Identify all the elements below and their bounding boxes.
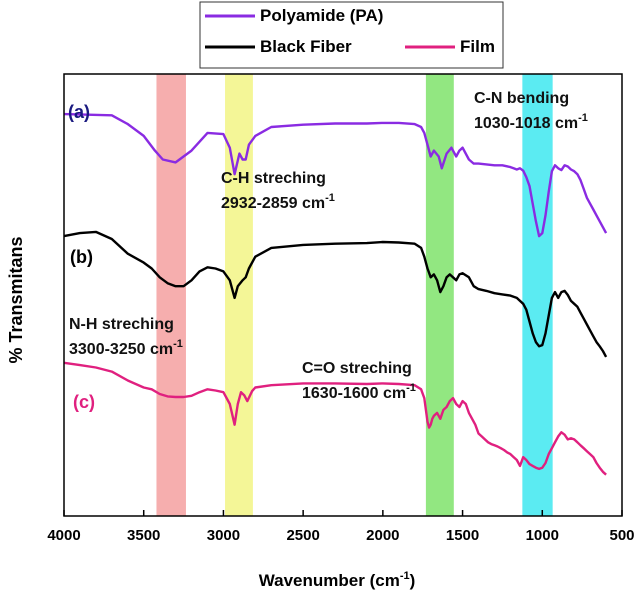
legend-label: Black Fiber: [260, 37, 352, 56]
legend-item-polyamide-pa: Polyamide (PA): [205, 6, 383, 25]
series-line-film: [63, 361, 607, 476]
curve-label-black-fiber: (b): [70, 247, 93, 267]
annotation-range-value: 1030-1018 cm: [474, 115, 578, 132]
curve-label-polyamide-pa: (a): [68, 102, 90, 122]
x-tick-label-1000: 1000: [526, 527, 559, 544]
x-axis-label-tail: ): [410, 571, 416, 590]
annotation-range-value: 2932-2859 cm: [221, 195, 325, 212]
series-line-polyamide-pa: [63, 112, 608, 238]
x-axis-label: Wavenumber (cm-1): [259, 570, 416, 590]
band-c-o-streching: [425, 74, 454, 516]
annotation-c-o-streching: C=O streching: [302, 360, 412, 377]
band-c-h-streching: [225, 74, 253, 516]
annotation-range-unit-sup: -1: [406, 382, 416, 394]
annotation-range-value: 3300-3250 cm: [69, 341, 173, 358]
x-tick-label-500: 500: [609, 527, 634, 544]
annotation-range-value: 1630-1600 cm: [302, 385, 406, 402]
annotation-c-h-streching: C-H streching: [221, 170, 326, 187]
legend-label: Polyamide (PA): [260, 6, 383, 25]
x-tick-label-3500: 3500: [127, 527, 160, 544]
x-tick-label-2500: 2500: [286, 527, 319, 544]
x-tick-label-1500: 1500: [446, 527, 479, 544]
curve-label-film: (c): [73, 392, 95, 412]
y-axis-label: % Transmitans: [6, 236, 26, 363]
annotation-n-h-streching: N-H streching: [69, 316, 174, 333]
legend-box: [199, 1, 504, 69]
annotation-range-unit-sup: -1: [578, 112, 588, 124]
legend: Polyamide (PA) Black Fiber Film: [199, 1, 504, 69]
annotation-range-unit-sup: -1: [173, 338, 183, 350]
annotation-range-c-n-bending: 1030-1018 cm-1: [474, 112, 588, 132]
legend-item-black-fiber: Black Fiber: [205, 37, 352, 56]
annotation-range-c-o-streching: 1630-1600 cm-1: [302, 382, 416, 402]
series-line-black-fiber: [63, 230, 608, 358]
band-c-n-bending: [522, 74, 553, 516]
plot-frame: [63, 73, 623, 517]
annotation-range-n-h-streching: 3300-3250 cm-1: [69, 338, 183, 358]
band-layer: [156, 74, 553, 516]
x-axis-ticks: 4000 3500 3000 2500 2000 1500 1000 500: [47, 510, 635, 544]
legend-label: Film: [460, 37, 495, 56]
x-axis-label-sup: -1: [400, 570, 410, 582]
annotation-c-n-bending: C-N bending: [474, 90, 569, 107]
annotation-range-c-h-streching: 2932-2859 cm-1: [221, 192, 335, 212]
legend-item-film: Film: [405, 37, 495, 56]
band-n-h-streching: [156, 74, 186, 516]
x-axis-label-main: Wavenumber (cm: [259, 571, 400, 590]
x-tick-label-2000: 2000: [366, 527, 399, 544]
x-tick-label-3000: 3000: [207, 527, 240, 544]
annotation-range-unit-sup: -1: [325, 192, 335, 204]
series-layer: [63, 112, 608, 476]
x-tick-label-4000: 4000: [47, 527, 80, 544]
